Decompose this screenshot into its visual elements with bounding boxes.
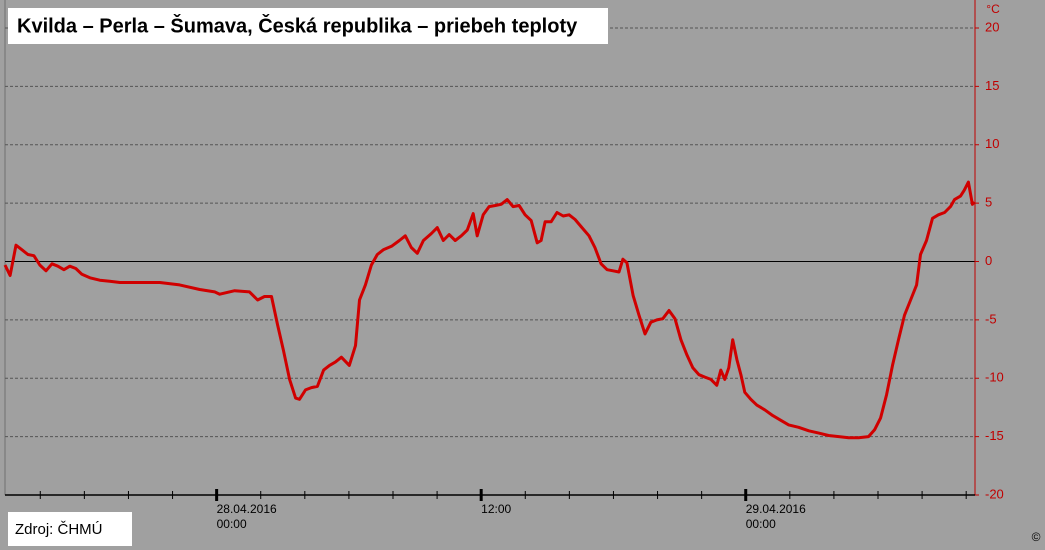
- y-tick-label: -5: [985, 311, 997, 326]
- chart-title: Kvilda – Perla – Šumava, Česká republika…: [17, 13, 578, 37]
- y-tick-label: 10: [985, 136, 999, 151]
- x-tick-label: 00:00: [746, 517, 776, 531]
- y-tick-label: 15: [985, 78, 999, 93]
- y-tick-label: 0: [985, 253, 992, 268]
- y-tick-label: -10: [985, 370, 1004, 385]
- source-box: [8, 512, 132, 546]
- x-tick-label: 12:00: [481, 502, 511, 516]
- y-tick-label: 20: [985, 19, 999, 34]
- source: Zdroj: ČHMÚ: [15, 521, 103, 538]
- x-tick-label: 00:00: [217, 517, 247, 531]
- unit-label: °C: [986, 2, 1000, 16]
- temperature-line: [3, 180, 976, 440]
- y-tick-label: -20: [985, 486, 1004, 501]
- y-tick-label: 5: [985, 195, 992, 210]
- copyright: ©: [1032, 530, 1041, 544]
- x-tick-label: 28.04.2016: [217, 502, 277, 516]
- title-box: [8, 8, 608, 44]
- y-tick-label: -15: [985, 428, 1004, 443]
- x-tick-label: 29.04.2016: [746, 502, 806, 516]
